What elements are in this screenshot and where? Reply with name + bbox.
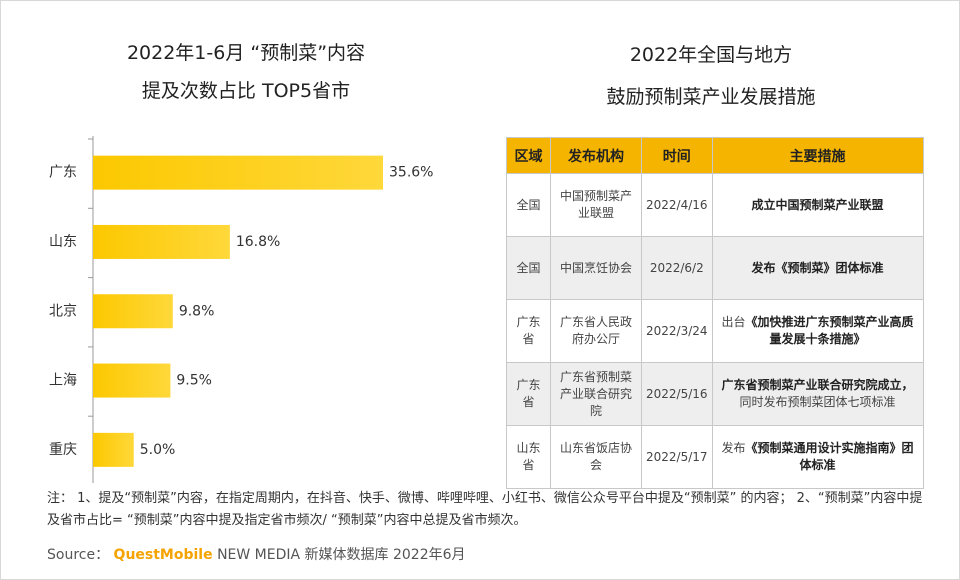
table-row: 全国 中国预制菜产业联盟 2022/4/16 成立中国预制菜产业联盟: [506, 173, 924, 237]
source: Source： QuestMobile NEW MEDIA 新媒体数据库 202…: [47, 544, 466, 564]
bar: [93, 155, 383, 190]
measure-text: 发布: [721, 441, 746, 455]
table-cell: 2022/6/2: [641, 236, 713, 300]
table-cell: 2022/3/24: [641, 299, 713, 363]
header-cell: 发布机构: [550, 137, 642, 174]
category-label: 山东: [49, 234, 77, 250]
table-title: 2022年全国与地方 鼓励预制菜产业发展措施: [511, 34, 911, 118]
bar: [93, 294, 173, 329]
bar: [93, 363, 171, 398]
measure-text: 发布《预制菜》团体标准: [751, 260, 884, 275]
data-label: 35.6%: [389, 165, 433, 181]
table-cell: 广东省预制菜产业联合研究院: [550, 362, 642, 426]
category-label: 重庆: [49, 442, 77, 458]
table-cell: 山东省饭店协会: [550, 425, 642, 489]
data-label: 5.0%: [140, 442, 176, 458]
measure-text: 《预制菜通用设计实施指南》团体标准: [745, 441, 914, 472]
table-row: 广东省 广东省预制菜产业联合研究院 2022/5/16 广东省预制菜产业联合研究院成立…: [506, 362, 924, 426]
measure-text: 出台: [721, 315, 746, 329]
header-cell: 主要措施: [711, 137, 924, 174]
table-cell: 广东省人民政府办公厅: [550, 299, 642, 363]
category-label: 上海: [49, 373, 77, 389]
measure-cell: 成立中国预制菜产业联盟: [711, 173, 924, 237]
header-cell: 区域: [506, 137, 551, 174]
table-row: 全国 中国烹饪协会 2022/6/2 发布《预制菜》团体标准: [506, 236, 924, 300]
table: 区域 发布机构 时间 主要措施 全国 中国预制菜产业联盟 2022/4/16 成立中国预制菜…: [506, 137, 924, 489]
table-cell: 广东省: [506, 362, 551, 426]
table-cell: 山东省: [506, 425, 551, 489]
table-cell: 中国预制菜产业联盟: [550, 173, 642, 237]
measure-text: 广东省预制菜产业联合研究院成立，: [721, 378, 914, 392]
data-label: 9.5%: [176, 373, 212, 389]
category-label: 北京: [49, 303, 77, 319]
measure-cell: 广东省预制菜产业联合研究院成立， 同时发布预制菜团体七项标准: [711, 362, 924, 426]
title-line: 2022年1-6月 “预制菜”内容: [126, 42, 366, 64]
measure-cell: 发布《预制菜》团体标准: [711, 236, 924, 300]
table-cell: 全国: [506, 173, 551, 237]
source-text: NEW MEDIA 新媒体数据库 2022年6月: [217, 547, 466, 563]
table-cell: 2022/4/16: [641, 173, 713, 237]
title-line: 提及次数占比 TOP5省市: [141, 80, 351, 102]
measure-text: 成立中国预制菜产业联盟: [751, 197, 884, 212]
title-line: 2022年全国与地方: [629, 44, 793, 66]
table-cell: 全国: [506, 236, 551, 300]
data-label: 9.8%: [179, 303, 215, 319]
table-row: 广东省 广东省人民政府办公厅 2022/3/24 出台《加快推进广东预制菜产业高质量发…: [506, 299, 924, 363]
header-row: 区域 发布机构 时间 主要措施: [506, 137, 924, 174]
table-cell: 中国烹饪协会: [550, 236, 642, 300]
measure-text: 《加快推进广东预制菜产业高质量发展十条措施》: [745, 315, 914, 346]
note: 注： 1、提及“预制菜”内容，在指定周期内，在抖音、快手、微博、哔哩哔哩、小红书…: [47, 491, 923, 528]
table-cell: 2022/5/17: [641, 425, 713, 489]
bar: [93, 432, 134, 467]
table-cell: 2022/5/16: [641, 362, 713, 426]
bar: [93, 224, 230, 259]
source-brand: QuestMobile: [113, 547, 213, 563]
chart-title: 2022年1-6月 “预制菜”内容 提及次数占比 TOP5省市: [46, 34, 446, 110]
source-label: Source：: [47, 547, 110, 563]
header-cell: 时间: [641, 137, 713, 174]
category-label: 广东: [49, 165, 77, 181]
table-cell: 广东省: [506, 299, 551, 363]
title-line: 鼓励预制菜产业发展措施: [606, 86, 816, 108]
measure-cell: 出台《加快推进广东预制菜产业高质量发展十条措施》: [711, 299, 924, 363]
table-row: 山东省 山东省饭店协会 2022/5/17 发布《预制菜通用设计实施指南》团体标准: [506, 425, 924, 489]
measure-text: 同时发布预制菜团体七项标准: [739, 395, 896, 409]
measure-cell: 发布《预制菜通用设计实施指南》团体标准: [711, 425, 924, 489]
data-label: 16.8%: [236, 234, 280, 250]
